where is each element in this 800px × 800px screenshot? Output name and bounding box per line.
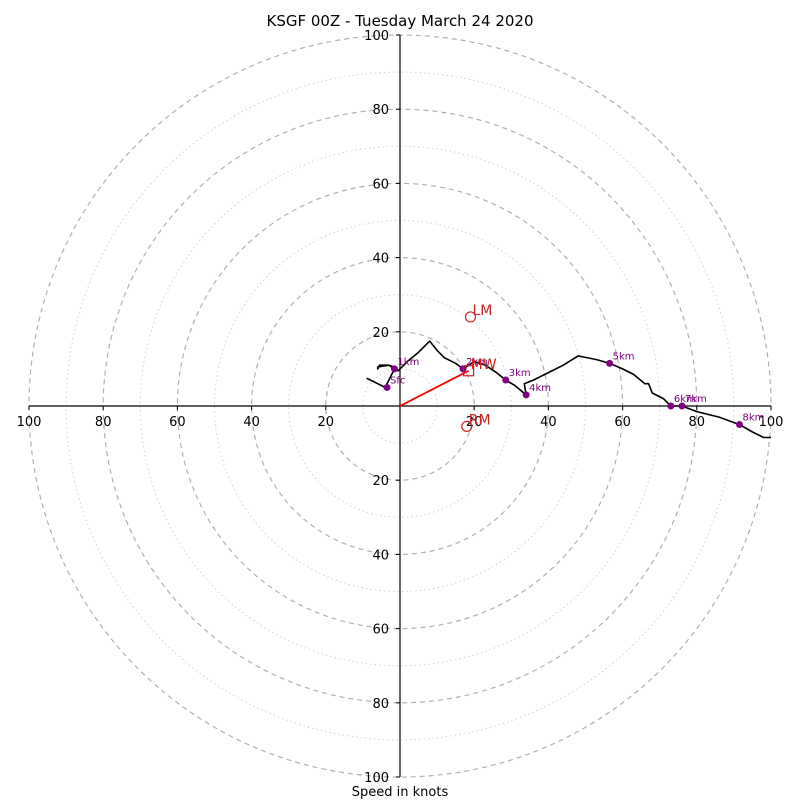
height-marker-label: 6km	[674, 394, 696, 405]
height-marker-label: 4km	[529, 383, 551, 394]
height-marker-dot	[678, 402, 686, 410]
height-marker-dot	[502, 376, 510, 384]
storm-motion-markers: LM MW RM	[461, 303, 497, 433]
storm-motion-label: RM	[469, 412, 491, 428]
y-tick-label: 20	[372, 474, 389, 489]
hodograph-trace	[366, 340, 771, 439]
height-marker-label: 7km	[685, 394, 707, 405]
y-tick-label: 40	[372, 548, 389, 563]
y-tick-label: 40	[372, 252, 389, 267]
height-marker-label: Sfc	[390, 375, 405, 386]
storm-motion-label: LM	[472, 303, 492, 319]
height-marker-label: 3km	[509, 368, 531, 379]
height-marker-label: 2km	[466, 357, 488, 368]
shear-vector-line	[399, 369, 470, 407]
height-marker-dot	[606, 359, 614, 367]
x-tick-label: 40	[540, 415, 557, 430]
x-tick-label: 20	[466, 415, 483, 430]
hodograph-line	[366, 340, 771, 439]
x-tick-label: 80	[689, 415, 706, 430]
x-tick-label: 60	[169, 415, 186, 430]
x-tick-label: 100	[17, 415, 42, 430]
height-marker-label: 5km	[613, 351, 635, 362]
storm-motion-circle	[464, 311, 477, 323]
axis-ticks: 100 100 80 80 60 60 40 40 20 20 20 20 40 40 60 60 80 80 10…	[17, 29, 784, 786]
x-tick-label: 100	[759, 415, 784, 430]
y-tick-label: 20	[372, 326, 389, 341]
height-marker-label: 1km	[397, 357, 419, 368]
y-tick-label: 80	[372, 697, 389, 712]
storm-motion-label: MW	[471, 357, 497, 373]
height-marker-dot	[735, 421, 743, 429]
height-marker-dot	[383, 383, 391, 391]
height-marker-dot	[667, 402, 675, 410]
shear-vector	[399, 369, 470, 407]
y-tick-label: 60	[372, 623, 389, 638]
storm-motion-circle	[461, 420, 473, 433]
height-marker-dot	[390, 365, 398, 373]
y-tick-label: 60	[372, 177, 389, 192]
x-tick-label: 40	[243, 415, 260, 430]
storm-motion-square	[463, 365, 475, 377]
height-marker-dot	[522, 391, 530, 399]
x-axis-label: Speed in knots	[352, 785, 449, 800]
y-tick-label: 100	[364, 771, 389, 786]
y-tick-label: 100	[364, 29, 389, 44]
x-tick-label: 60	[614, 415, 631, 430]
x-tick-label: 80	[95, 415, 112, 430]
y-tick-label: 80	[372, 103, 389, 118]
x-tick-label: 20	[318, 415, 335, 430]
height-marker-label: 8km	[742, 413, 764, 424]
chart-title: KSGF 00Z - Tuesday March 24 2020	[266, 12, 534, 30]
